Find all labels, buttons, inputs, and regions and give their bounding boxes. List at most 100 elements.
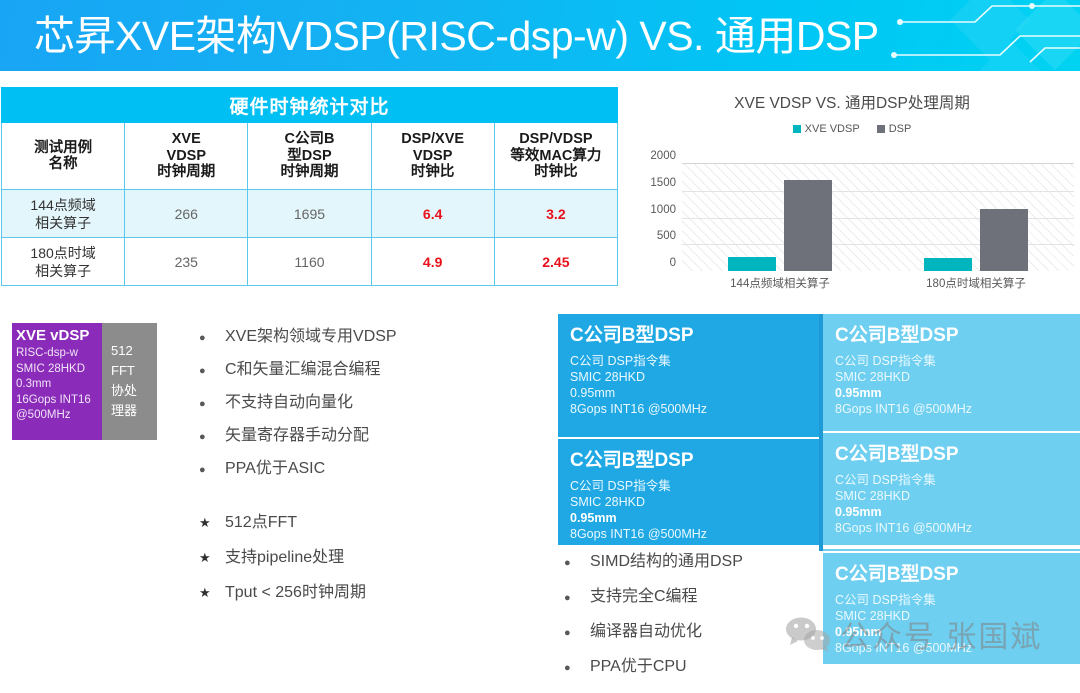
dsp-card-line: 8Gops INT16 @500MHz [835, 402, 973, 416]
dsp-card-line: C公司 DSP指令集 [835, 354, 936, 368]
list-item-label: XVE架构领域专用VDSP [225, 328, 397, 345]
xve-spec-line: RISC-dsp-w [16, 347, 78, 359]
table-header-row: 测试用例 名称 XVE VDSP 时钟周期 C公司B 型DSP 时钟周期 DSP… [0, 122, 619, 190]
dsp-card-line: SMIC 28HKD [570, 370, 646, 384]
col-header-line: 时钟比 [410, 164, 455, 181]
list-item-label: 512点FFT [225, 514, 298, 531]
chart-bar [784, 180, 832, 271]
case-line: 相关算子 [35, 262, 92, 279]
bottom-accent-bar [823, 655, 1080, 664]
col-header-dsp: C公司B 型DSP 时钟周期 [247, 122, 372, 190]
cell-ratio-mac: 2.45 [493, 237, 619, 286]
chart-plot-area [682, 163, 1074, 271]
col-header-ratio-clock: DSP/XVE VDSP 时钟比 [370, 122, 495, 190]
dsp-card-left-1: C公司B型DSP C公司 DSP指令集 SMIC 28HKD 0.95mm 8G… [558, 314, 819, 437]
table-title: 硬件时钟统计对比 [1, 87, 618, 123]
col-header-line: VDSP [166, 147, 207, 164]
xve-vdsp-title: XVE vDSP [16, 327, 90, 344]
right-column-accent-bar [819, 314, 823, 551]
dsp-card-line: SMIC 28HKD [570, 495, 646, 509]
table-row: 180点时域 相关算子 235 1160 4.9 2.45 [0, 237, 619, 286]
cell-xve-cycles: 266 [124, 189, 249, 238]
cell-dsp-cycles: 1160 [247, 237, 372, 286]
cell-ratio-clock: 4.9 [370, 237, 495, 286]
dsp-card-line: 8Gops INT16 @500MHz [835, 521, 973, 535]
dsp-card-line: 0.95mm [570, 386, 616, 400]
circuit-decoration-icon [891, 0, 1080, 71]
list-item: ★ Tput < 256时钟周期 [199, 584, 366, 602]
col-header-line: 时钟比 [534, 164, 578, 181]
list-item: ● PPA优于ASIC [199, 460, 397, 479]
col-header-xve: XVE VDSP 时钟周期 [124, 122, 249, 190]
col-header-line: 测试用例 [34, 139, 93, 156]
dsp-card-line: 8Gops INT16 @500MHz [835, 641, 973, 655]
bullet-dot-icon: ● [199, 398, 206, 410]
xve-spec-line: 0.3mm [16, 378, 52, 390]
list-item: ★ 512点FFT [199, 514, 366, 532]
fft-line: FFT [111, 363, 135, 378]
dsp-card-line: SMIC 28HKD [835, 609, 911, 623]
bullet-dot-icon: ● [564, 592, 571, 604]
dsp-card-right-2: C公司B型DSP C公司 DSP指令集 SMIC 28HKD 0.95mm 8G… [823, 433, 1080, 551]
dsp-card-title: C公司B型DSP [835, 564, 959, 585]
list-item-label: 支持完全C编程 [590, 588, 698, 605]
table-row: 144点频域 相关算子 266 1695 6.4 3.2 [0, 189, 619, 238]
list-item: ● SIMD结构的通用DSP [564, 553, 743, 572]
cell-case-name: 180点时域 相关算子 [0, 237, 126, 286]
bullet-dot-icon: ● [199, 464, 206, 476]
list-item-label: 支持pipeline处理 [225, 549, 345, 566]
list-item-label: 不支持自动向量化 [225, 394, 354, 411]
cell-ratio-clock: 6.4 [370, 189, 495, 238]
bullet-star-icon: ★ [199, 550, 211, 565]
fft-line: 512 [111, 343, 133, 358]
y-tick-label: 1000 [650, 203, 676, 216]
list-item-label: 编译器自动优化 [590, 623, 703, 640]
legend-item-xve: XVE VDSP [792, 123, 860, 135]
list-item-label: PPA优于ASIC [225, 460, 326, 477]
dsp-card-line: C公司 DSP指令集 [835, 593, 936, 607]
dsp-card-line: C公司 DSP指令集 [570, 354, 671, 368]
list-item-label: C和矢量汇编混合编程 [225, 361, 381, 378]
bullet-dot-icon: ● [564, 557, 571, 569]
cycles-bar-chart: XVE VDSP VS. 通用DSP处理周期 XVE VDSP DSP 0 500… [624, 86, 1080, 298]
col-header-line: XVE [171, 131, 201, 148]
dsp-card-line: C公司 DSP指令集 [570, 479, 671, 493]
chart-bar [728, 256, 776, 271]
page-header: 芯昇XVE架构VDSP(RISC-dsp-w) VS. 通用DSP [0, 0, 1080, 71]
fft-line: 协处 [111, 383, 138, 398]
dsp-card-title: C公司B型DSP [835, 444, 959, 465]
y-tick-label: 0 [669, 257, 676, 269]
col-header-line: 等效MAC算力 [510, 147, 602, 164]
x-tick-label: 144点频域相关算子 [730, 278, 830, 290]
y-tick-label: 500 [656, 230, 676, 243]
list-item: ● 支持完全C编程 [564, 588, 743, 607]
cell-case-name: 144点频域 相关算子 [0, 189, 126, 238]
col-header-line: 名称 [48, 156, 78, 172]
legend-swatch [792, 125, 801, 133]
bullet-dot-icon: ● [199, 365, 206, 377]
xve-feature-list: ● XVE架构领域专用VDSP ● C和矢量汇编混合编程 ● 不支持自动向量化 ● 矢量… [199, 328, 397, 493]
fft-feature-list: ★ 512点FFT ★ 支持pipeline处理 ★ Tput < 256时钟周期 [199, 514, 366, 619]
dsp-card-line: 8Gops INT16 @500MHz [570, 527, 708, 541]
xve-spec-line: SMIC 28HKD [16, 362, 86, 375]
bullet-dot-icon: ● [564, 627, 571, 639]
list-item: ● 矢量寄存器手动分配 [199, 427, 397, 446]
list-item-label: 矢量寄存器手动分配 [225, 427, 370, 444]
col-header-line: C公司B [284, 131, 335, 148]
chart-title: XVE VDSP VS. 通用DSP处理周期 [734, 95, 970, 112]
legend-label: XVE VDSP [804, 123, 860, 135]
xve-spec-line: 16Gops INT16 [16, 393, 91, 406]
list-item: ● PPA优于CPU [564, 658, 743, 677]
list-item: ● C和矢量汇编混合编程 [199, 361, 397, 380]
list-item: ● XVE架构领域专用VDSP [199, 328, 397, 347]
card-separator [823, 545, 1080, 549]
col-header-line: VDSP [412, 147, 453, 164]
dsp-card-line: 0.95mm [835, 505, 882, 519]
case-line: 相关算子 [35, 214, 92, 231]
dsp-card-title: C公司B型DSP [570, 325, 694, 346]
list-item-label: Tput < 256时钟周期 [225, 584, 366, 601]
bullet-star-icon: ★ [199, 515, 211, 530]
list-item: ★ 支持pipeline处理 [199, 549, 366, 567]
bullet-star-icon: ★ [199, 585, 211, 600]
bullet-dot-icon: ● [564, 662, 571, 674]
